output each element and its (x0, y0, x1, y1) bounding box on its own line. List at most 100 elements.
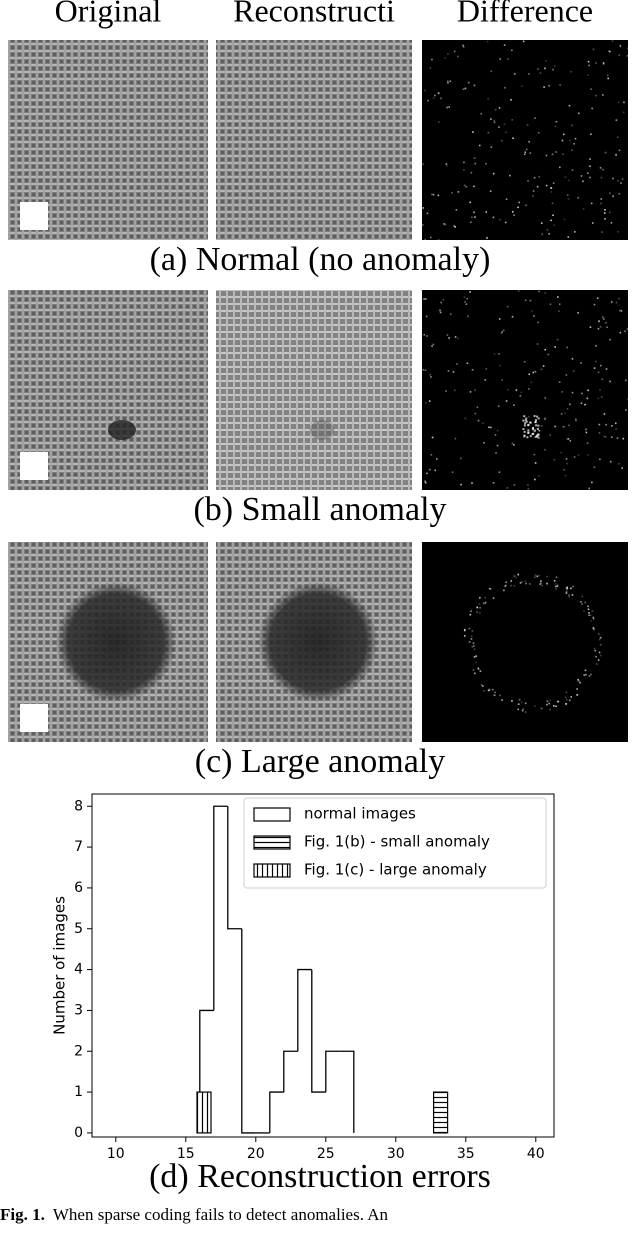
difference-speck (497, 405, 500, 408)
difference-speck (463, 296, 466, 299)
difference-speck (623, 101, 625, 104)
difference-speck (426, 472, 428, 475)
difference-speck (565, 590, 568, 593)
difference-speck (571, 391, 574, 394)
difference-speck (479, 597, 481, 599)
difference-speck (605, 321, 607, 324)
difference-speck (549, 303, 552, 306)
difference-speck (598, 651, 601, 654)
difference-speck (478, 603, 481, 605)
difference-speck (554, 425, 556, 428)
y-tick-label: 7 (74, 839, 83, 855)
difference-speck (527, 180, 529, 182)
histogram-step (339, 1050, 355, 1133)
difference-speck (511, 315, 514, 318)
difference-speck (431, 58, 433, 61)
difference-speck (505, 400, 508, 402)
difference-speck (544, 418, 546, 420)
difference-speck (564, 474, 567, 477)
difference-speck (587, 454, 589, 456)
difference-speck (492, 482, 495, 484)
difference-speck (600, 198, 603, 200)
difference-speck (499, 364, 501, 367)
histogram-step (269, 1091, 284, 1133)
difference-speck (538, 475, 540, 477)
difference-speck (432, 343, 435, 346)
difference-speck (549, 699, 551, 702)
difference-speck (463, 169, 465, 171)
difference-speck (499, 218, 501, 221)
difference-speck (618, 149, 621, 152)
difference-speck (534, 576, 536, 579)
difference-speck (476, 611, 478, 613)
difference-speck (605, 436, 607, 438)
difference-speck (587, 60, 590, 63)
y-tick-label: 5 (74, 921, 83, 937)
difference-speck (470, 638, 473, 640)
difference-speck (574, 418, 577, 421)
difference-speck (531, 310, 533, 312)
difference-speck (517, 708, 519, 711)
difference-speck (605, 368, 608, 370)
difference-speck (470, 610, 472, 612)
difference-speck (580, 402, 583, 405)
difference-speck (609, 460, 612, 463)
difference-speck (563, 218, 566, 221)
difference-speck (589, 158, 591, 160)
y-tick-label: 1 (74, 1084, 83, 1100)
difference-speck (590, 202, 593, 205)
difference-speck (460, 483, 462, 486)
difference-speck (429, 373, 431, 376)
difference-speck (535, 424, 538, 427)
difference-speck (573, 456, 576, 458)
y-tick-label: 0 (74, 1125, 83, 1141)
difference-speck (552, 68, 554, 71)
difference-speck (545, 184, 548, 187)
difference-speck (429, 67, 432, 69)
difference-speck (540, 368, 543, 371)
difference-speck (626, 47, 629, 50)
difference-speck (536, 185, 539, 188)
difference-speck (599, 364, 602, 367)
difference-speck (480, 112, 483, 115)
difference-speck (464, 301, 466, 303)
difference-speck (566, 408, 569, 410)
difference-speck (448, 106, 450, 108)
difference-speck (453, 50, 456, 53)
difference-speck (597, 327, 600, 330)
column-header: Difference (457, 0, 593, 28)
difference-speck (520, 701, 523, 704)
anomaly-blob (258, 582, 378, 702)
difference-speck (474, 412, 477, 415)
difference-speck (503, 44, 506, 46)
difference-speck (566, 194, 569, 196)
difference-speck (519, 395, 522, 397)
difference-speck (473, 672, 476, 675)
difference-speck (518, 201, 520, 204)
difference-speck (565, 691, 568, 694)
difference-speck (600, 202, 602, 205)
difference-speck (595, 655, 597, 658)
reconstruction-image (216, 40, 412, 240)
difference-speck (476, 406, 479, 409)
difference-speck (542, 365, 545, 367)
difference-speck (601, 231, 603, 233)
difference-speck (440, 97, 442, 100)
difference-speck (447, 53, 449, 55)
difference-speck (478, 144, 481, 147)
difference-speck (599, 643, 602, 646)
difference-speck (589, 176, 591, 179)
difference-speck (517, 573, 520, 576)
difference-speck (576, 693, 578, 696)
difference-speck (462, 88, 465, 91)
difference-speck (616, 136, 619, 139)
difference-speck (592, 618, 595, 620)
difference-speck (564, 412, 567, 414)
difference-speck (504, 221, 507, 224)
difference-speck (545, 154, 548, 157)
difference-speck (544, 417, 547, 419)
difference-speck (577, 678, 579, 681)
difference-speck (547, 353, 550, 356)
difference-speck (517, 206, 519, 209)
difference-speck (528, 415, 530, 418)
